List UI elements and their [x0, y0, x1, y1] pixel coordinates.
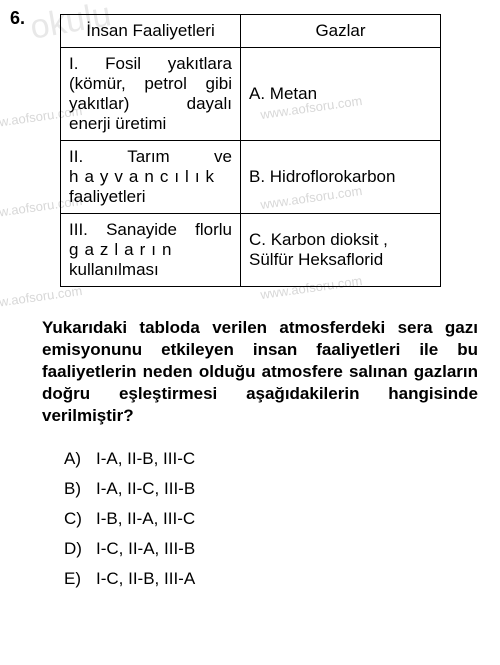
option-letter: E)	[64, 569, 96, 589]
option-a[interactable]: A) I-A, II-B, III-C	[64, 449, 480, 469]
options-list: A) I-A, II-B, III-C B) I-A, II-C, III-B …	[64, 449, 480, 589]
activity-line: yakıtlar) dayalı	[69, 94, 232, 114]
table-row: III. Sanayide florlu gazların kullanılma…	[61, 214, 441, 287]
option-text: I-B, II-A, III-C	[96, 509, 195, 529]
activity-line: enerji üretimi	[69, 114, 232, 134]
activity-line: (kömür, petrol gibi	[69, 74, 232, 94]
gas-line: C. Karbon dioksit ,	[249, 230, 432, 250]
option-c[interactable]: C) I-B, II-A, III-C	[64, 509, 480, 529]
option-b[interactable]: B) I-A, II-C, III-B	[64, 479, 480, 499]
activity-cell: I. Fosil yakıtlara (kömür, petrol gibi y…	[61, 48, 241, 141]
option-text: I-A, II-B, III-C	[96, 449, 195, 469]
option-text: I-C, II-A, III-B	[96, 539, 195, 559]
activity-line: III. Sanayide florlu	[69, 220, 232, 240]
option-letter: D)	[64, 539, 96, 559]
activity-cell: II. Tarım ve hayvancılık faaliyetleri	[61, 141, 241, 214]
option-letter: B)	[64, 479, 96, 499]
activity-line: I. Fosil yakıtlara	[69, 54, 232, 74]
activity-line: faaliyetleri	[69, 187, 232, 207]
table-header-gases: Gazlar	[241, 15, 441, 48]
table-row: I. Fosil yakıtlara (kömür, petrol gibi y…	[61, 48, 441, 141]
option-text: I-C, II-B, III-A	[96, 569, 195, 589]
table-row: II. Tarım ve hayvancılık faaliyetleri B.…	[61, 141, 441, 214]
activity-cell: III. Sanayide florlu gazların kullanılma…	[61, 214, 241, 287]
gas-cell: A. Metan	[241, 48, 441, 141]
activity-line: II. Tarım ve	[69, 147, 232, 167]
gas-line: Sülfür Heksaflorid	[249, 250, 432, 270]
question-number: 6.	[10, 8, 25, 29]
activity-line: gazların	[69, 240, 232, 260]
option-e[interactable]: E) I-C, II-B, III-A	[64, 569, 480, 589]
activity-line: hayvancılık	[69, 167, 232, 187]
option-letter: A)	[64, 449, 96, 469]
question-text: Yukarıdaki tabloda verilen atmosferdeki …	[40, 317, 480, 427]
question-content: İnsan Faaliyetleri Gazlar I. Fosil yakıt…	[40, 14, 480, 589]
option-letter: C)	[64, 509, 96, 529]
option-d[interactable]: D) I-C, II-A, III-B	[64, 539, 480, 559]
gas-cell: B. Hidroflorokarbon	[241, 141, 441, 214]
gas-cell: C. Karbon dioksit , Sülfür Heksaflorid	[241, 214, 441, 287]
table-header-activities: İnsan Faaliyetleri	[61, 15, 241, 48]
option-text: I-A, II-C, III-B	[96, 479, 195, 499]
matching-table: İnsan Faaliyetleri Gazlar I. Fosil yakıt…	[60, 14, 441, 287]
activity-line: kullanılması	[69, 260, 232, 280]
